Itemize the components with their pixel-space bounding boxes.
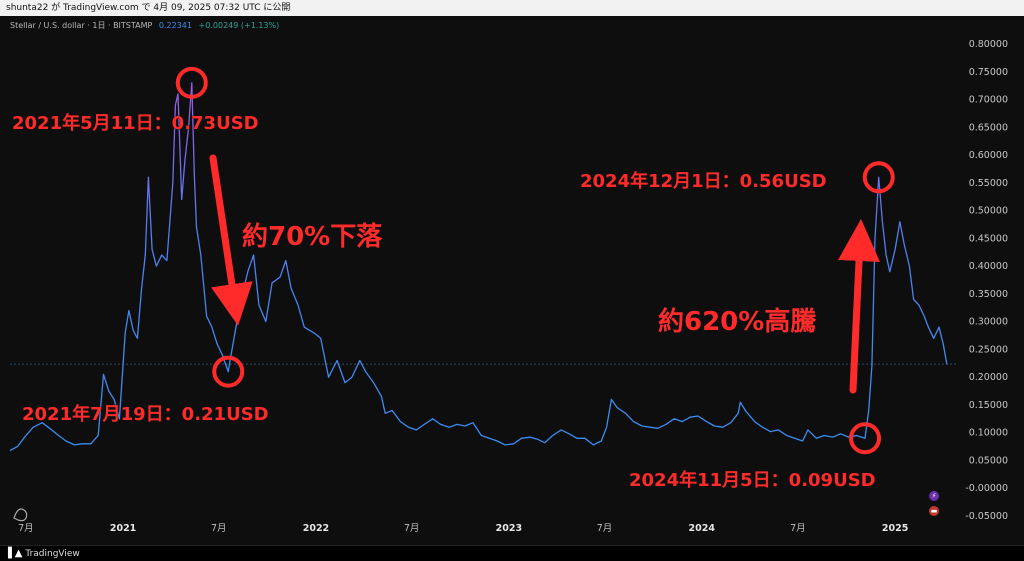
y-tick-label: 0.55000 [969, 178, 1008, 189]
y-axis: 0.80000 0.75000 0.70000 0.65000 0.60000 0.550… [965, 39, 1008, 522]
y-tick-label: 0.20000 [969, 372, 1008, 383]
y-tick-label: 0.75000 [969, 67, 1008, 78]
peak-2021-circle [175, 66, 208, 99]
y-tick-label: 0.25000 [969, 344, 1008, 355]
y-tick-label: 0.50000 [969, 206, 1008, 217]
y-tick-label: -0.05000 [965, 511, 1008, 522]
y-tick-label: 0.65000 [969, 122, 1008, 133]
y-tick-label: 0.35000 [969, 289, 1008, 300]
symbol-legend: Stellar / U.S. dollar · 1日 · BITSTAMP 0.… [10, 20, 279, 31]
x-tick-label: 2024 [688, 523, 715, 534]
y-tick-label: 0.15000 [969, 400, 1008, 411]
y-tick-label: -0.00000 [965, 483, 1008, 494]
last-price: 0.22341 [158, 21, 192, 30]
x-tick-label: 2025 [882, 523, 908, 534]
y-tick-label: 0.45000 [969, 233, 1008, 244]
y-tick-label: 0.80000 [969, 39, 1008, 50]
x-tick-label: 7月 [790, 523, 806, 534]
publish-bar: shunta22 が TradingView.com で 4月 09, 2025… [0, 0, 1024, 16]
rise-arrow [838, 219, 880, 394]
bottom-2021-label: 2021年7月19日：0.21USD [22, 403, 269, 425]
y-tick-label: 0.60000 [969, 150, 1008, 161]
bottom-2021-circle [212, 355, 245, 388]
x-tick-label: 2021 [110, 523, 136, 534]
annotations: 2021年5月11日：0.73USD 2021年7月19日：0.21USD 2024… [12, 66, 895, 491]
bottom-2024-circle [848, 422, 881, 455]
y-tick-label: 0.10000 [969, 428, 1008, 439]
price-chart[interactable]: 0.80000 0.75000 0.70000 0.65000 0.60000 0.550… [0, 0, 1024, 545]
drop-percent-label: 約70%下落 [242, 221, 383, 252]
y-tick-label: 0.30000 [969, 317, 1008, 328]
peak-2021-label: 2021年5月11日：0.73USD [12, 112, 259, 134]
y-tick-label: 0.40000 [969, 261, 1008, 272]
price-series-line [9, 82, 948, 452]
peak-2024-circle [862, 161, 895, 194]
lightning-icon[interactable]: ⚡ [929, 491, 939, 501]
watermark-icon [13, 508, 28, 522]
tradingview-brand[interactable]: ▌▲ TradingView [8, 548, 80, 559]
drop-arrow [209, 154, 253, 326]
peak-2024-label: 2024年12月1日：0.56USD [580, 170, 827, 192]
y-tick-label: 0.05000 [969, 455, 1008, 466]
calendar-event-icon[interactable]: ▬ [929, 506, 939, 516]
x-tick-label: 2023 [496, 523, 522, 534]
footer-bar: ▌▲ TradingView [0, 545, 1024, 561]
x-tick-label: 7月 [404, 523, 420, 534]
symbol-name: Stellar / U.S. dollar · 1日 · BITSTAMP [10, 21, 153, 30]
brand-label: TradingView [25, 548, 80, 559]
plot-background [0, 16, 1024, 545]
rise-percent-label: 約620%高騰 [658, 306, 816, 337]
x-axis: 7月 2021 7月 2022 7月 2023 7月 2024 7月 2025 [18, 523, 908, 534]
x-tick-label: 2022 [303, 523, 329, 534]
x-tick-label: 7月 [597, 523, 613, 534]
bottom-2024-label: 2024年11月5日：0.09USD [629, 469, 876, 491]
y-tick-label: 0.70000 [969, 95, 1008, 106]
x-tick-label: 7月 [18, 523, 34, 534]
price-change: +0.00249 (+1.13%) [198, 21, 280, 30]
x-tick-label: 7月 [211, 523, 227, 534]
tradingview-logo-icon: ▌▲ [8, 548, 22, 559]
